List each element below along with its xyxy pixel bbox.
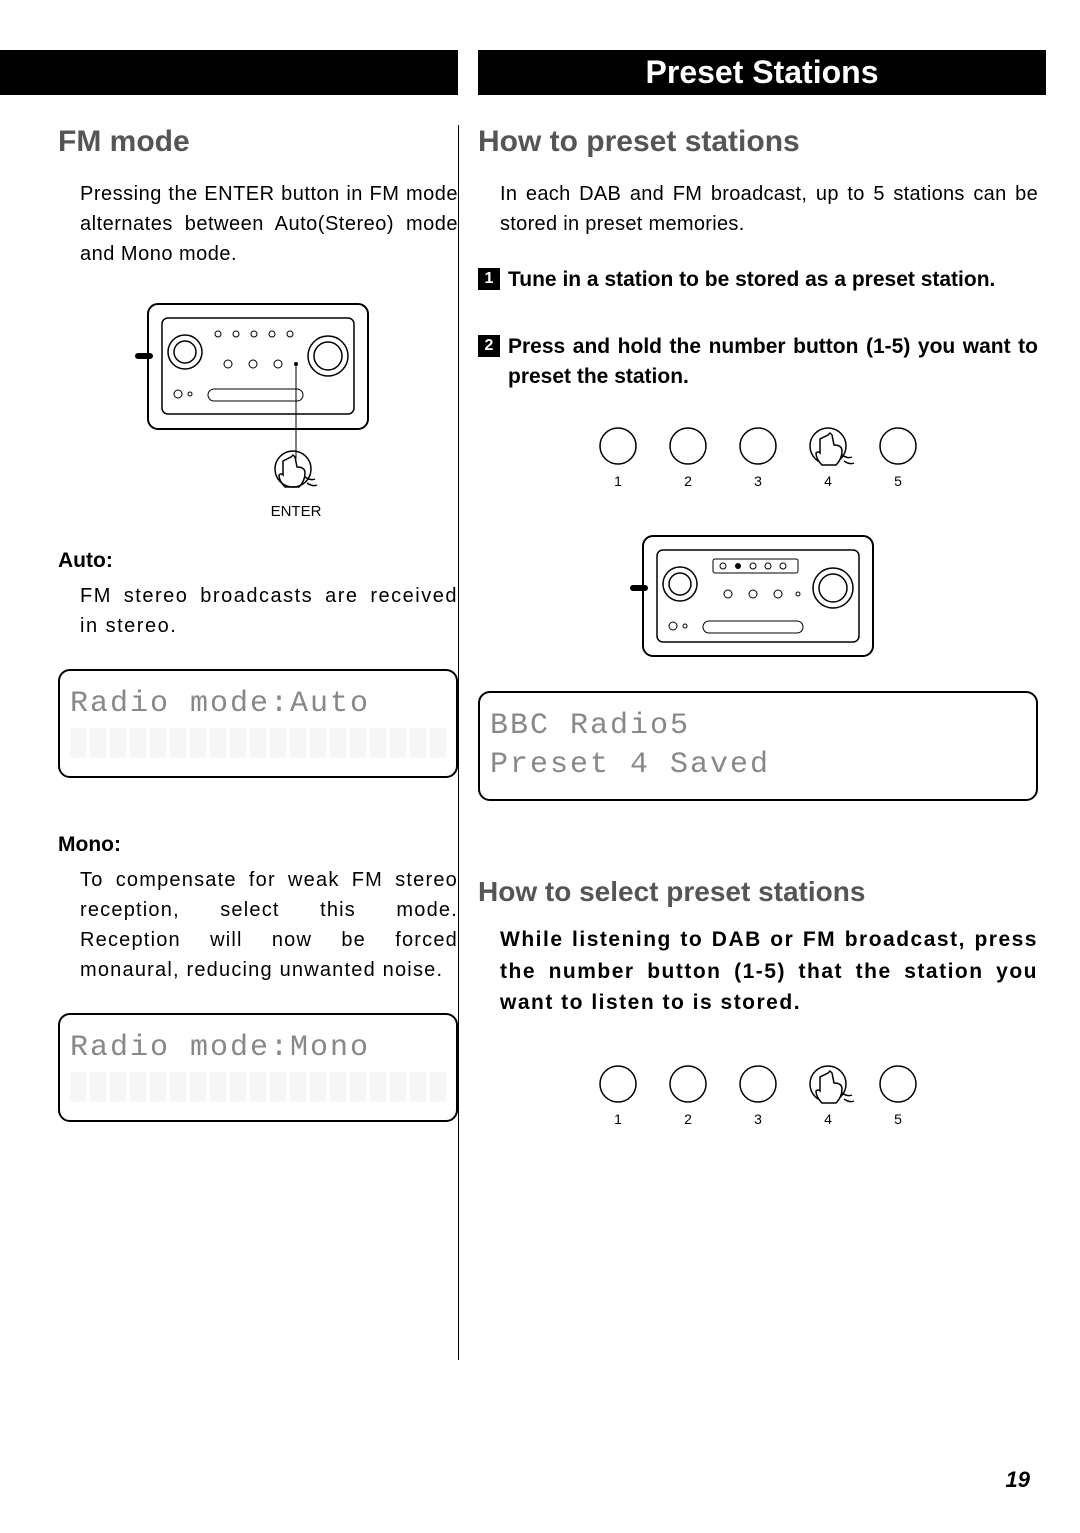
svg-text:2: 2	[684, 1111, 692, 1127]
column-divider	[458, 125, 459, 1360]
preset-intro: In each DAB and FM broadcast, up to 5 st…	[500, 179, 1038, 239]
fm-mode-intro: Pressing the ENTER button in FM mode alt…	[80, 179, 458, 269]
svg-text:3: 3	[754, 473, 762, 489]
preset-buttons-diagram: 1 2 3 4 5	[578, 411, 938, 501]
select-text: While listening to DAB or FM broadcast, …	[500, 924, 1038, 1019]
select-buttons-diagram: 1 2 3 4 5	[578, 1049, 938, 1139]
header-bar-left	[0, 50, 458, 95]
step-2: 2 Press and hold the number button (1-5)…	[478, 332, 1038, 391]
mono-label: Mono:	[58, 833, 458, 857]
enter-label: ENTER	[271, 503, 322, 520]
auto-label: Auto:	[58, 549, 458, 573]
lcd-preset: BBC Radio5 Preset 4 Saved	[478, 691, 1038, 801]
lcd-mono-line2	[70, 1072, 446, 1102]
step-2-num: 2	[478, 335, 500, 357]
radio-diagram-enter: ENTER	[128, 294, 388, 524]
auto-text: FM stereo broadcasts are received in ste…	[80, 581, 458, 641]
step-1: 1 Tune in a station to be stored as a pr…	[478, 265, 1038, 294]
svg-text:1: 1	[614, 473, 622, 489]
mono-text: To compensate for weak FM stereo recepti…	[80, 865, 458, 985]
radio-diagram-preset	[623, 526, 893, 666]
header-title: Preset Stations	[646, 54, 879, 91]
lcd-auto: Radio mode:Auto	[58, 669, 458, 778]
lcd-preset-line1: BBC Radio5	[490, 707, 1026, 746]
right-column: How to preset stations In each DAB and F…	[478, 125, 1038, 1159]
lcd-preset-line2: Preset 4 Saved	[490, 746, 1026, 785]
left-column: FM mode Pressing the ENTER button in FM …	[58, 125, 458, 1142]
fm-mode-heading: FM mode	[58, 125, 458, 159]
preset-heading: How to preset stations	[478, 125, 1038, 159]
lcd-auto-line1: Radio mode:Auto	[70, 685, 446, 724]
svg-text:2: 2	[684, 473, 692, 489]
step-2-text: Press and hold the number button (1-5) y…	[508, 332, 1038, 391]
step-1-text: Tune in a station to be stored as a pres…	[508, 265, 995, 294]
svg-text:4: 4	[824, 473, 832, 489]
svg-text:5: 5	[894, 473, 902, 489]
header-bar-right: Preset Stations	[478, 50, 1046, 95]
select-heading: How to select preset stations	[478, 876, 1038, 908]
svg-text:5: 5	[894, 1111, 902, 1127]
lcd-auto-line2	[70, 728, 446, 758]
lcd-mono: Radio mode:Mono	[58, 1013, 458, 1122]
step-1-num: 1	[478, 268, 500, 290]
page-number: 19	[1006, 1467, 1030, 1493]
svg-text:4: 4	[824, 1111, 832, 1127]
svg-text:3: 3	[754, 1111, 762, 1127]
lcd-mono-line1: Radio mode:Mono	[70, 1029, 446, 1068]
svg-text:1: 1	[614, 1111, 622, 1127]
